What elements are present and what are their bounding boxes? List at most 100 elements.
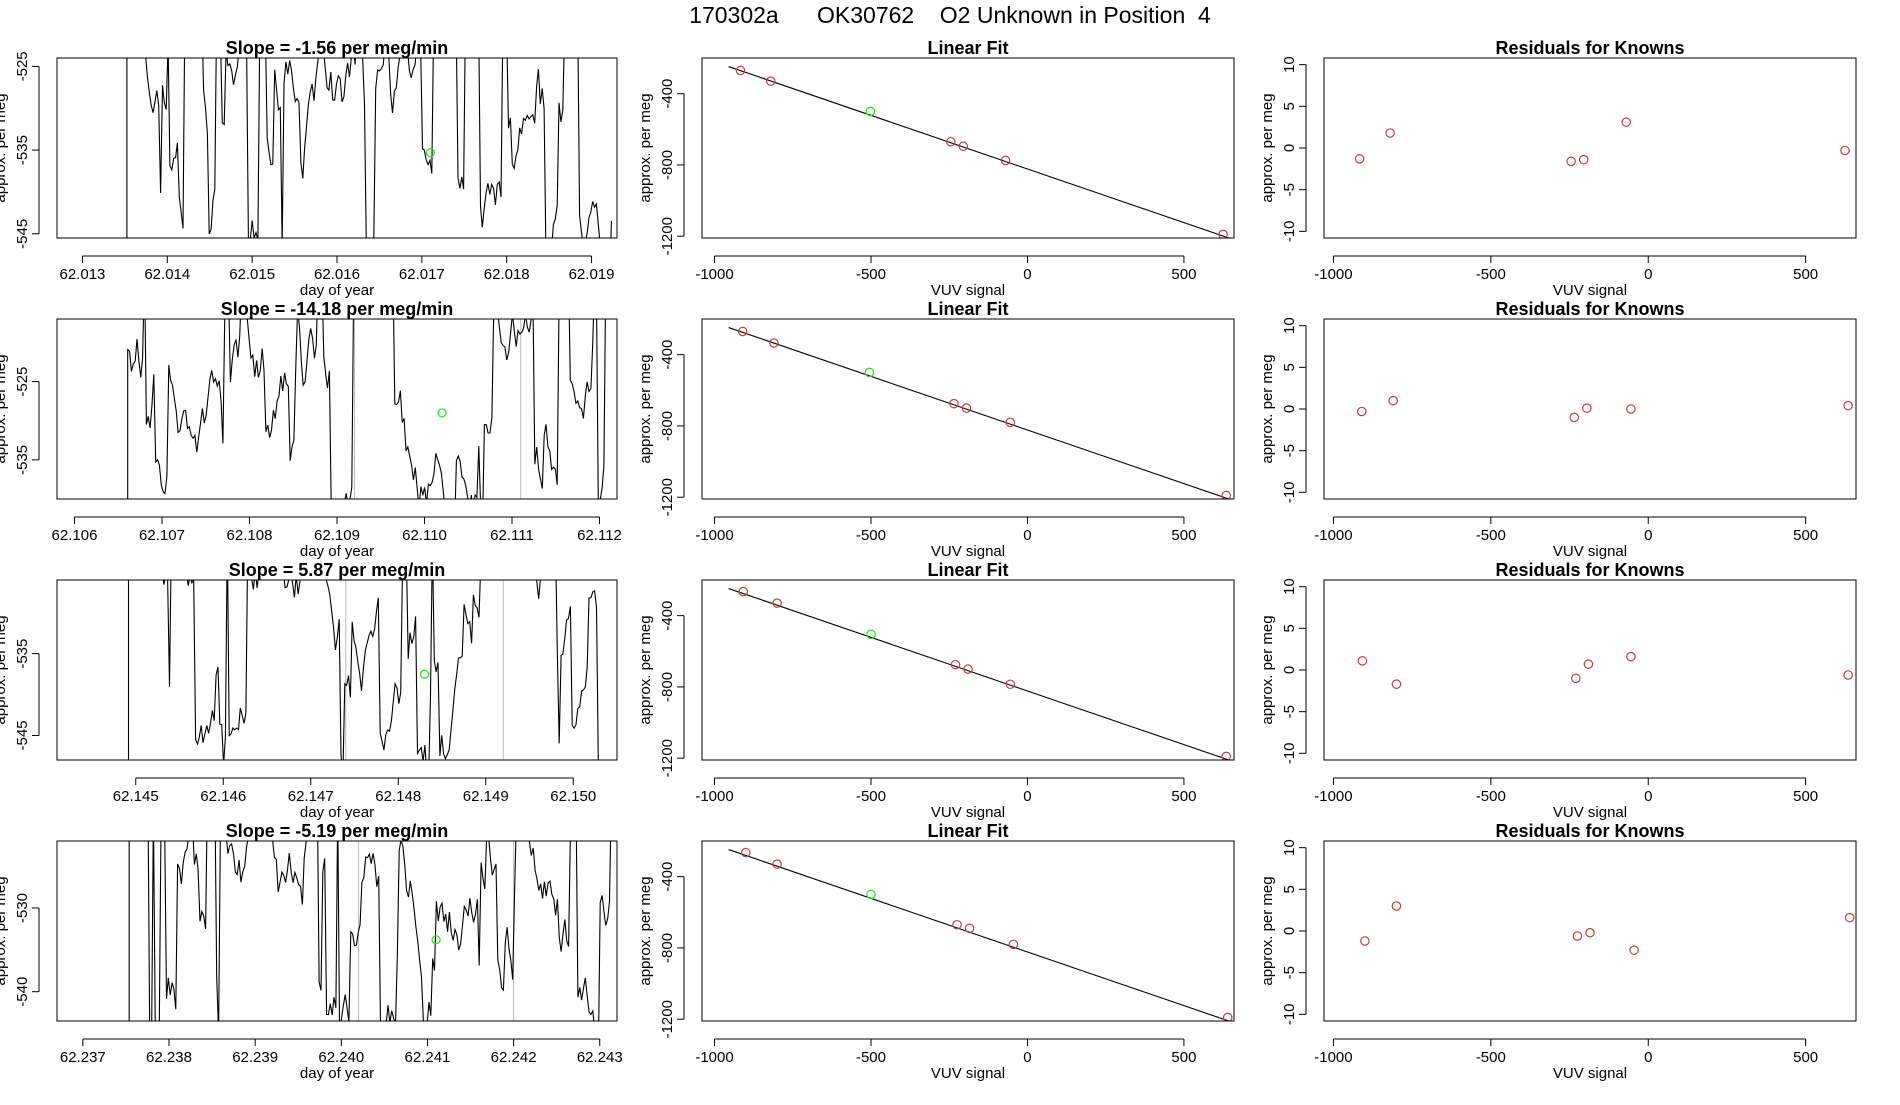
data-trace <box>127 319 606 499</box>
x-tick-label: 500 <box>1793 788 1818 805</box>
x-tick-label: 62.239 <box>232 1049 278 1066</box>
chart-title: Linear Fit <box>927 299 1008 319</box>
chart-title: Residuals for Knowns <box>1495 821 1684 841</box>
plot-area <box>1357 651 1853 689</box>
chart-title: Linear Fit <box>927 38 1008 58</box>
x-tick-label: -1000 <box>695 1049 733 1066</box>
x-tick-label: 0 <box>1023 527 1031 544</box>
x-axis-label: VUV signal <box>1553 282 1627 299</box>
y-tick-label: 0 <box>1281 666 1298 674</box>
known-point <box>741 847 751 858</box>
y-tick-label: -10 <box>1281 220 1298 242</box>
known-point <box>737 326 748 337</box>
y-axis-label: approx. per meg <box>0 615 9 724</box>
unknown-point <box>866 889 876 900</box>
plot-frame <box>701 840 1235 1022</box>
y-tick-label: -525 <box>14 367 31 397</box>
known-point <box>1221 751 1231 760</box>
known-point <box>964 923 975 934</box>
fit-line <box>728 588 1231 760</box>
y-tick-label: -535 <box>14 445 31 475</box>
known-point <box>1626 651 1636 662</box>
known-point <box>772 859 782 869</box>
x-tick-label: 62.017 <box>399 266 445 283</box>
known-point <box>1578 154 1589 165</box>
known-point <box>952 919 962 930</box>
known-point <box>1840 145 1850 156</box>
plot-area <box>126 58 612 238</box>
x-tick-label: 62.243 <box>577 1049 623 1066</box>
known-point <box>769 338 779 348</box>
chart-panel-0: Slope = -1.56 per meg/min 62.013 62.014 62.… <box>0 38 618 299</box>
x-tick-label: 62.108 <box>227 527 273 544</box>
chart-panel-3: Slope = -5.19 per meg/min 62.237 62.238 62.… <box>0 821 623 1082</box>
y-tick-label: 10 <box>1281 578 1298 595</box>
y-axis-label: approx. per meg <box>1259 93 1276 202</box>
x-tick-label: 500 <box>1171 788 1196 805</box>
x-tick-label: 500 <box>1171 266 1196 283</box>
x-tick-label: 62.019 <box>569 266 615 283</box>
x-tick-label: 500 <box>1171 527 1196 544</box>
chart-title: Residuals for Knowns <box>1495 299 1684 319</box>
y-tick-label: -1200 <box>659 478 676 516</box>
plot-area <box>1360 901 1855 955</box>
known-point <box>738 586 749 597</box>
known-point <box>1222 1012 1233 1021</box>
chart-title: Slope = -5.19 per meg/min <box>226 821 449 841</box>
y-tick-label: -535 <box>14 639 31 669</box>
known-point <box>950 659 961 670</box>
plot-area <box>728 847 1233 1021</box>
known-point <box>1385 128 1395 138</box>
plot-area <box>1354 117 1850 167</box>
x-tick-label: -1000 <box>1314 266 1352 283</box>
y-tick-label: -540 <box>14 977 31 1007</box>
plot-frame <box>1323 318 1857 500</box>
chart-panel-1: Slope = -14.18 per meg/min 62.106 62.107 62… <box>0 299 622 560</box>
y-axis-label: approx. per meg <box>0 876 9 985</box>
data-trace <box>126 58 612 238</box>
x-tick-label: 62.015 <box>229 266 275 283</box>
known-point <box>766 76 776 86</box>
y-axis-label: approx. per meg <box>637 93 654 202</box>
chart-panel-9: Residuals for Knowns -1000 -500 0 500 VUV sig… <box>1259 299 1857 560</box>
y-tick-label: -545 <box>14 219 31 249</box>
unknown-point <box>866 629 876 640</box>
known-point <box>1005 679 1016 690</box>
y-tick-label: 10 <box>1281 317 1298 334</box>
x-tick-label: 62.148 <box>375 788 421 805</box>
x-tick-label: -1000 <box>1314 1049 1352 1066</box>
chart-panel-2: Slope = 5.87 per meg/min 62.145 62.146 62.1… <box>0 560 618 821</box>
known-point <box>1572 931 1583 941</box>
x-tick-label: 62.111 <box>490 527 534 544</box>
chart-title: Slope = -14.18 per meg/min <box>221 299 454 319</box>
x-tick-label: 500 <box>1793 527 1818 544</box>
known-point <box>1354 154 1365 164</box>
y-tick-label: -10 <box>1281 742 1298 764</box>
y-tick-label: -10 <box>1281 481 1298 503</box>
known-point <box>1626 404 1636 414</box>
x-tick-label: 500 <box>1793 266 1818 283</box>
known-point <box>735 65 746 76</box>
known-point <box>1221 490 1231 499</box>
x-axis-label: day of year <box>300 543 374 560</box>
known-point <box>1357 656 1368 666</box>
plot-area <box>728 586 1231 760</box>
y-tick-label: -800 <box>659 933 676 963</box>
data-trace <box>128 841 612 1021</box>
x-tick-label: 62.016 <box>314 266 360 283</box>
y-tick-label: 5 <box>1281 885 1298 893</box>
x-axis-label: VUV signal <box>931 1065 1005 1082</box>
x-tick-label: -1000 <box>695 266 733 283</box>
known-point <box>1566 156 1576 167</box>
x-tick-label: 62.107 <box>139 527 185 544</box>
plot-frame <box>1323 57 1857 239</box>
x-tick-label: 0 <box>1644 266 1652 283</box>
y-tick-label: -5 <box>1281 705 1298 718</box>
x-tick-label: 62.241 <box>405 1049 451 1066</box>
x-tick-label: 62.146 <box>200 788 246 805</box>
x-tick-label: 0 <box>1023 1049 1031 1066</box>
y-tick-label: -5 <box>1281 183 1298 196</box>
fit-line <box>728 66 1231 238</box>
y-axis-label: approx. per meg <box>637 876 654 985</box>
